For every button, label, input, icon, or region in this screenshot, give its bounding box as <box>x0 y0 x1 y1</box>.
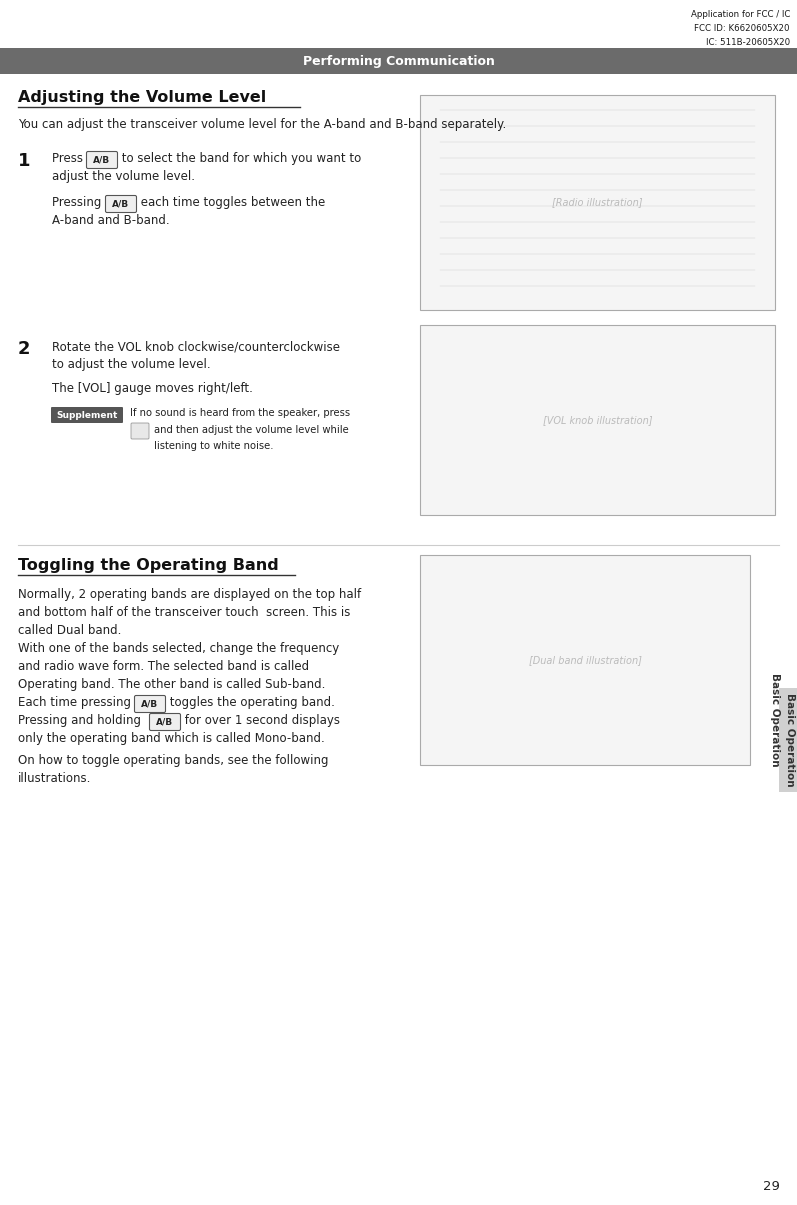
Text: Supplement: Supplement <box>57 411 118 419</box>
Text: Adjusting the Volume Level: Adjusting the Volume Level <box>18 90 266 105</box>
Text: to select the band for which you want to: to select the band for which you want to <box>118 152 361 165</box>
Text: Application for FCC / IC: Application for FCC / IC <box>691 10 790 19</box>
FancyBboxPatch shape <box>87 152 117 169</box>
FancyBboxPatch shape <box>131 423 149 439</box>
Text: listening to white noise.: listening to white noise. <box>154 441 273 451</box>
Text: and then adjust the volume level while: and then adjust the volume level while <box>154 425 349 435</box>
Text: illustrations.: illustrations. <box>18 772 92 784</box>
Text: A/B: A/B <box>93 155 111 165</box>
Text: A/B: A/B <box>156 717 174 727</box>
Text: for over 1 second displays: for over 1 second displays <box>181 715 340 727</box>
Text: Toggling the Operating Band: Toggling the Operating Band <box>18 558 279 574</box>
Text: Pressing: Pressing <box>52 196 105 208</box>
Text: each time toggles between the: each time toggles between the <box>137 196 325 208</box>
Text: only the operating band which is called Mono-band.: only the operating band which is called … <box>18 731 324 745</box>
Text: Basic Operation: Basic Operation <box>785 693 795 787</box>
FancyBboxPatch shape <box>150 713 180 730</box>
Text: You can adjust the transceiver volume level for the A-band and B-band separately: You can adjust the transceiver volume le… <box>18 118 506 131</box>
Text: called Dual band.: called Dual band. <box>18 624 121 637</box>
Text: Normally, 2 operating bands are displayed on the top half: Normally, 2 operating bands are displaye… <box>18 588 361 601</box>
Text: If no sound is heard from the speaker, press: If no sound is heard from the speaker, p… <box>130 408 350 418</box>
Text: On how to toggle operating bands, see the following: On how to toggle operating bands, see th… <box>18 754 328 768</box>
Text: to adjust the volume level.: to adjust the volume level. <box>52 358 210 371</box>
Bar <box>420 556 750 765</box>
Text: With one of the bands selected, change the frequency: With one of the bands selected, change t… <box>18 642 340 656</box>
Text: Basic Operation: Basic Operation <box>770 674 780 766</box>
FancyBboxPatch shape <box>105 195 136 212</box>
Text: Pressing and holding: Pressing and holding <box>18 715 145 727</box>
Text: IC: 511B-20605X20: IC: 511B-20605X20 <box>706 39 790 47</box>
Text: The [VOL] gauge moves right/left.: The [VOL] gauge moves right/left. <box>52 382 253 395</box>
Text: 2: 2 <box>18 340 30 358</box>
Text: Press: Press <box>52 152 87 165</box>
Text: [VOL knob illustration]: [VOL knob illustration] <box>543 415 652 425</box>
Text: [Radio illustration]: [Radio illustration] <box>552 198 642 207</box>
Text: 29: 29 <box>763 1180 780 1193</box>
Text: [Dual band illustration]: [Dual band illustration] <box>528 656 642 665</box>
FancyBboxPatch shape <box>51 407 123 423</box>
Text: A/B: A/B <box>112 200 130 208</box>
Text: and radio wave form. The selected band is called: and radio wave form. The selected band i… <box>18 660 309 674</box>
Text: Performing Communication: Performing Communication <box>303 54 494 67</box>
Text: toggles the operating band.: toggles the operating band. <box>166 696 335 709</box>
Bar <box>0 48 797 74</box>
Text: Each time pressing: Each time pressing <box>18 696 135 709</box>
Text: Rotate the VOL knob clockwise/counterclockwise: Rotate the VOL knob clockwise/counterclo… <box>52 340 340 353</box>
Bar <box>420 325 775 515</box>
FancyBboxPatch shape <box>135 695 166 712</box>
Bar <box>420 95 775 310</box>
Text: FCC ID: K6620605X20: FCC ID: K6620605X20 <box>694 24 790 33</box>
Text: Operating band. The other band is called Sub-band.: Operating band. The other band is called… <box>18 678 325 690</box>
Text: adjust the volume level.: adjust the volume level. <box>52 170 195 183</box>
Text: 1: 1 <box>18 152 30 170</box>
Text: and bottom half of the transceiver touch  screen. This is: and bottom half of the transceiver touch… <box>18 606 351 619</box>
Text: A/B: A/B <box>141 699 159 709</box>
Text: A-band and B-band.: A-band and B-band. <box>52 214 170 227</box>
